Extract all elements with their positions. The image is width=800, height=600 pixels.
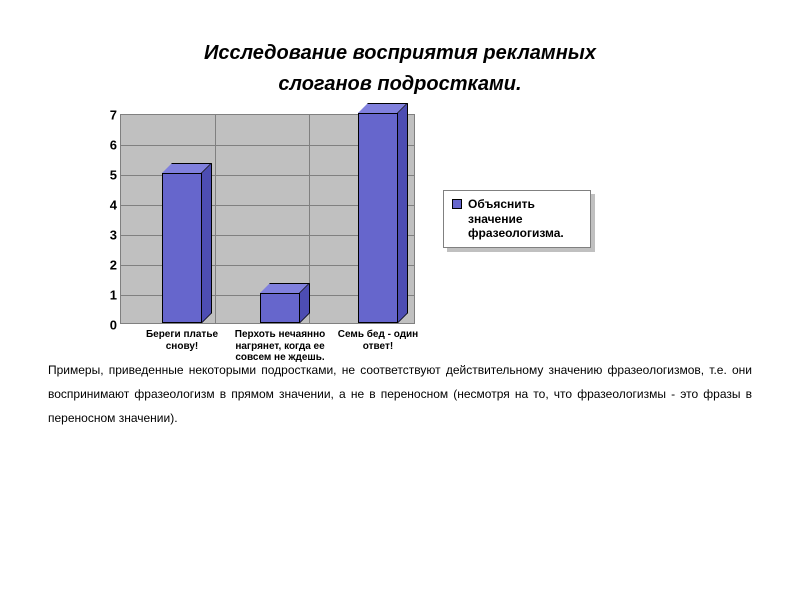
bar (260, 293, 300, 323)
y-tick-label: 6 (97, 138, 117, 153)
legend-box: Объяснить значение фразеологизма. (443, 190, 591, 247)
title-line2: слоганов подростками. (278, 73, 521, 95)
bar-face (260, 293, 300, 323)
chart-wrap: 01234567Береги платье снову!Перхоть неча… (120, 114, 415, 324)
bar-face (358, 113, 398, 323)
page-title: Исследование восприятия рекламных слоган… (48, 38, 752, 100)
y-tick-label: 2 (97, 258, 117, 273)
x-tick-label: Семь бед - один ответ! (331, 329, 425, 352)
bar-side (202, 163, 212, 323)
bar (162, 173, 202, 323)
y-tick-label: 7 (97, 108, 117, 123)
x-tick-label: Перхоть нечаянно нагрянет, когда ее совс… (233, 329, 327, 364)
y-tick-label: 3 (97, 228, 117, 243)
y-tick-label: 1 (97, 288, 117, 303)
caption-paragraph: Примеры, приведенные некоторыми подростк… (48, 358, 752, 430)
gridline-vertical (215, 115, 216, 323)
bar (358, 113, 398, 323)
plot-area: 01234567Береги платье снову!Перхоть неча… (120, 114, 415, 324)
title-line1: Исследование восприятия рекламных (204, 42, 596, 64)
y-tick-label: 4 (97, 198, 117, 213)
bar-face (162, 173, 202, 323)
chart-block: 01234567Береги платье снову!Перхоть неча… (48, 114, 752, 324)
legend-swatch (452, 199, 462, 209)
legend: Объяснить значение фразеологизма. (443, 190, 591, 247)
y-tick-label: 0 (97, 318, 117, 333)
page: Исследование восприятия рекламных слоган… (0, 0, 800, 600)
legend-label: Объяснить значение фразеологизма. (468, 197, 578, 240)
x-tick-label: Береги платье снову! (135, 329, 229, 352)
bar-side (398, 103, 408, 323)
y-tick-label: 5 (97, 168, 117, 183)
